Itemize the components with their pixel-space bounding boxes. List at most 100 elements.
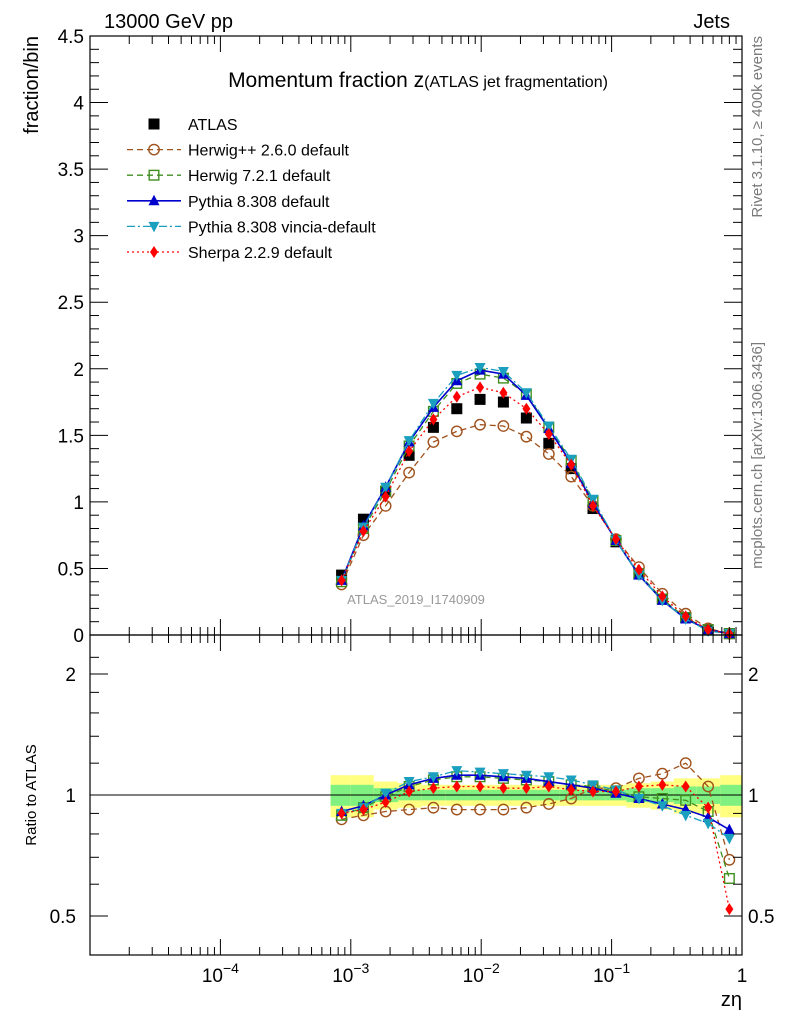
ratio-y-tick-label-right: 1 xyxy=(748,786,759,807)
upper-series-layer xyxy=(335,362,736,640)
vincia-line xyxy=(340,366,730,635)
sherpa-point xyxy=(522,402,531,415)
x-tick-exponent: −3 xyxy=(353,960,369,976)
ratio-y-tick-label: 2 xyxy=(65,665,76,686)
x-tick-label: 10−3 xyxy=(332,960,369,987)
header-right: Jets xyxy=(693,11,730,33)
upper-ylabel: fraction/bin xyxy=(21,36,43,134)
sherpa-point xyxy=(725,903,734,916)
ratio-y-tick-label-right: 2 xyxy=(748,665,759,686)
sherpa-point xyxy=(359,525,368,538)
vincia-point xyxy=(723,833,735,845)
legend-marker-sherpa xyxy=(150,246,158,258)
vincia-point xyxy=(565,775,577,786)
sherpa-point xyxy=(452,780,461,793)
x-axis-label: zη xyxy=(721,989,742,1011)
sherpa-point xyxy=(658,590,667,603)
herwigpp-point xyxy=(450,803,463,816)
herwigpp-point xyxy=(656,767,669,780)
sherpa-line xyxy=(341,784,731,910)
atlas-point xyxy=(474,393,486,405)
vincia-point xyxy=(380,482,392,494)
x-tick-exponent: −1 xyxy=(614,960,630,976)
herwigpp-point xyxy=(520,801,533,814)
vincia-point xyxy=(497,769,509,780)
sherpa-point xyxy=(681,610,690,623)
rivet-label: Rivet 3.1.10, ≥ 400k events xyxy=(749,36,766,218)
vincia-point xyxy=(403,436,415,447)
y-tick-label: 4.5 xyxy=(58,27,84,48)
vincia-point xyxy=(451,766,463,777)
sherpa-point xyxy=(381,796,390,809)
watermark: ATLAS_2019_I1740909 xyxy=(347,592,485,607)
sherpa-point xyxy=(588,499,597,512)
vincia-point xyxy=(427,772,439,783)
x-tick-base: 10 xyxy=(202,966,223,987)
sherpa-point xyxy=(567,458,576,471)
vincia-point xyxy=(403,777,415,788)
sherpa-point xyxy=(429,413,438,426)
chart-title-main: Momentum fraction z xyxy=(228,69,424,92)
legend-marker-pythia xyxy=(148,194,160,206)
sherpa-point xyxy=(405,785,414,798)
y-tick-label: 0.5 xyxy=(58,559,84,580)
ratio-y-tick-label: 0.5 xyxy=(50,907,76,928)
herwigpp-point xyxy=(427,801,440,814)
legend-marker-herwigpp xyxy=(148,143,160,156)
upper-axes: 0 0.5 1 1.5 2 2.5 3 3.5 4 4.5 xyxy=(58,27,743,647)
vincia-point xyxy=(474,362,486,374)
herwigpp-point xyxy=(450,425,463,438)
sherpa-point xyxy=(476,381,485,394)
legend-label-pythia: Pythia 8.308 default xyxy=(188,194,330,211)
y-tick-label: 4 xyxy=(73,94,84,115)
atlas-point xyxy=(520,412,532,424)
vincia-line xyxy=(341,769,730,839)
legend-label-herwig7: Herwig 7.2.1 default xyxy=(188,168,331,185)
lower-series-layer xyxy=(335,757,736,916)
sherpa-point xyxy=(359,803,368,816)
herwigpp-line xyxy=(341,762,731,860)
legend-marker-vincia xyxy=(148,221,160,233)
vincia-point xyxy=(633,570,645,582)
sherpa-point xyxy=(452,390,461,403)
legend-label-vincia: Pythia 8.308 vincia-default xyxy=(188,219,376,236)
y-tick-label: 2.5 xyxy=(58,293,84,314)
herwigpp-point xyxy=(542,798,555,810)
sherpa-point xyxy=(704,801,713,814)
sherpa-point xyxy=(634,563,643,576)
sherpa-point xyxy=(544,428,553,441)
herwigpp-point xyxy=(403,803,416,816)
atlas-point xyxy=(427,421,439,433)
herwig7-point xyxy=(723,872,735,884)
sherpa-point xyxy=(611,785,620,798)
sherpa-point xyxy=(567,783,576,796)
herwigpp-point xyxy=(679,757,692,770)
herwigpp-point xyxy=(702,780,715,793)
header-left: 13000 GeV pp xyxy=(104,11,233,33)
lower-panel: 10−4 10−3 10−2 10−1 10.5 0.51 12 2 Ratio to ATL… xyxy=(23,634,774,1011)
y-tick-label: 0 xyxy=(73,626,84,647)
pythia-point xyxy=(723,823,735,835)
chart-title: Momentum fraction z(ATLAS jet fragmentat… xyxy=(228,69,608,92)
sherpa-point xyxy=(499,386,508,399)
x-tick-base: 10 xyxy=(593,966,614,987)
y-tick-label: 3 xyxy=(73,227,84,248)
lower-ylabel: Ratio to ATLAS xyxy=(23,744,40,845)
y-tick-label: 1.5 xyxy=(58,426,84,447)
x-tick-exponent: −2 xyxy=(484,960,500,976)
y-tick-label: 3.5 xyxy=(58,160,84,181)
herwigpp-point xyxy=(723,853,736,866)
vincia-point xyxy=(380,788,392,800)
chart-title-sub: (ATLAS jet fragmentation) xyxy=(424,74,608,91)
sherpa-point xyxy=(681,780,690,793)
vincia-point xyxy=(520,388,532,399)
atlas-point xyxy=(357,513,369,525)
sherpa-point xyxy=(476,780,485,793)
vincia-point xyxy=(451,370,463,382)
x-tick-label: 10−1 xyxy=(593,960,630,987)
sherpa-point xyxy=(588,785,597,798)
sherpa-point xyxy=(429,782,438,795)
atlas-point xyxy=(497,396,509,408)
x-tick-label: 10−4 xyxy=(202,960,239,987)
